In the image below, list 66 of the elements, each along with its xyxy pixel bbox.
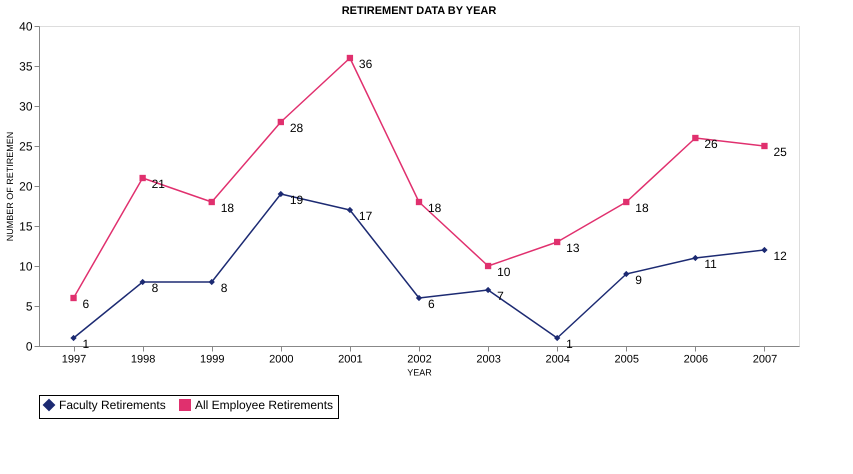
point	[346, 206, 354, 214]
legend-label: Faculty Retirements	[59, 398, 166, 412]
data-label: 1	[82, 337, 90, 351]
y-tick-label: 35	[19, 60, 33, 74]
data-label: 26	[704, 137, 718, 151]
point	[139, 174, 146, 182]
data-label: 17	[358, 209, 373, 223]
point	[484, 262, 492, 270]
point	[554, 238, 560, 246]
point	[346, 54, 354, 62]
x-axis-title: YEAR	[407, 368, 432, 378]
x-tick-label: 2004	[545, 354, 570, 366]
data-label: 1	[566, 337, 574, 351]
point	[692, 254, 699, 262]
x-tick-label: 1997	[62, 354, 86, 366]
point	[554, 334, 560, 342]
x-tick-label: 2006	[684, 354, 708, 366]
y-tick-label: 15	[19, 220, 33, 234]
point	[623, 198, 630, 206]
x-tick-label: 2003	[476, 354, 501, 366]
data-label: 8	[152, 281, 159, 295]
y-tick-label: 20	[19, 180, 33, 194]
data-label: 6	[428, 297, 435, 311]
data-label: 25	[773, 145, 788, 159]
y-axis-title: NUMBER OF RETIREMEN	[5, 132, 16, 242]
data-label: 18	[220, 201, 234, 215]
y-tick-label: 5	[26, 300, 33, 314]
data-label: 18	[428, 201, 442, 215]
point	[692, 134, 699, 142]
y-tick-label: 25	[19, 140, 33, 154]
point	[208, 278, 215, 286]
x-tick-label: 2005	[614, 354, 640, 366]
x-tick-label: 2007	[752, 354, 778, 366]
point	[70, 334, 77, 342]
data-label: 13	[566, 241, 580, 255]
x-tick-label: 1998	[130, 354, 156, 366]
data-label: 12	[773, 249, 788, 263]
data-label: 9	[635, 273, 642, 287]
point	[761, 142, 768, 150]
data-label: 6	[82, 297, 90, 311]
data-label: 11	[704, 257, 718, 271]
legend-label: All Employee Retirements	[195, 398, 334, 412]
data-label: 18	[635, 201, 649, 215]
chart-title: RETIREMENT DATA BY YEAR	[342, 5, 496, 17]
point	[761, 246, 768, 254]
point	[623, 270, 630, 278]
y-tick-label: 40	[19, 20, 33, 34]
point	[208, 198, 215, 206]
x-tick-label: 2001	[338, 354, 363, 366]
data-label: 36	[358, 57, 373, 71]
data-label: 8	[220, 281, 228, 295]
point	[278, 190, 284, 198]
y-tick-label: 30	[19, 100, 33, 114]
point	[70, 294, 77, 302]
x-tick-label: 1999	[200, 354, 224, 366]
data-label: 28	[290, 121, 304, 135]
point	[416, 294, 422, 302]
y-tick-label: 10	[19, 260, 33, 274]
point	[139, 278, 146, 286]
y-tick-label: 0	[26, 340, 33, 354]
data-label: 10	[497, 265, 511, 279]
point	[416, 198, 422, 206]
point	[278, 118, 284, 126]
point	[484, 286, 492, 294]
x-tick-label: 2002	[407, 354, 432, 366]
x-tick-label: 2000	[269, 354, 294, 366]
